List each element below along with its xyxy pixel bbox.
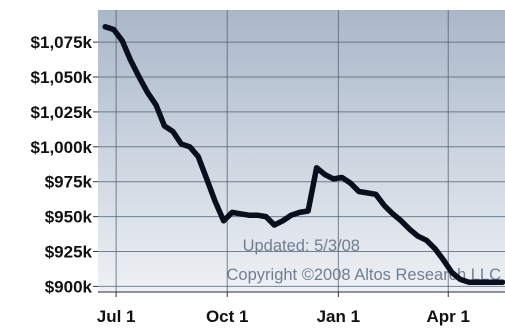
copyright-annotation: Copyright ©2008 Altos Research LLC [227,266,502,284]
y-tick-label: $900k [45,277,93,296]
x-tick-label: Jan 1 [317,307,360,326]
plot-background [98,10,505,292]
x-tick-label: Oct 1 [206,307,249,326]
x-axis-tick-labels: Jul 1 Oct 1 Jan 1 Apr 1 [97,292,470,326]
y-tick-label: $1,000k [31,138,93,157]
y-tick-label: $1,025k [31,103,93,122]
y-tick-label: $950k [45,208,93,227]
updated-annotation: Updated: 5/3/08 [243,237,360,255]
watermark: Updated: 5/3/08 Copyright ©2008 Altos Re… [227,237,502,284]
median-price-line [102,24,505,285]
y-tick-label: $1,075k [31,33,93,52]
y-tick-label: $975k [45,173,93,192]
series-layer [102,24,505,285]
y-tick-label: $1,050k [31,68,93,87]
y-axis-tick-labels: $1,075k $1,050k $1,025k $1,000k $975k $950k $9… [31,33,98,296]
grid-lines [98,10,505,292]
y-tick-label: $925k [45,243,93,262]
x-tick-label: Apr 1 [427,307,470,326]
x-tick-label: Jul 1 [97,307,136,326]
